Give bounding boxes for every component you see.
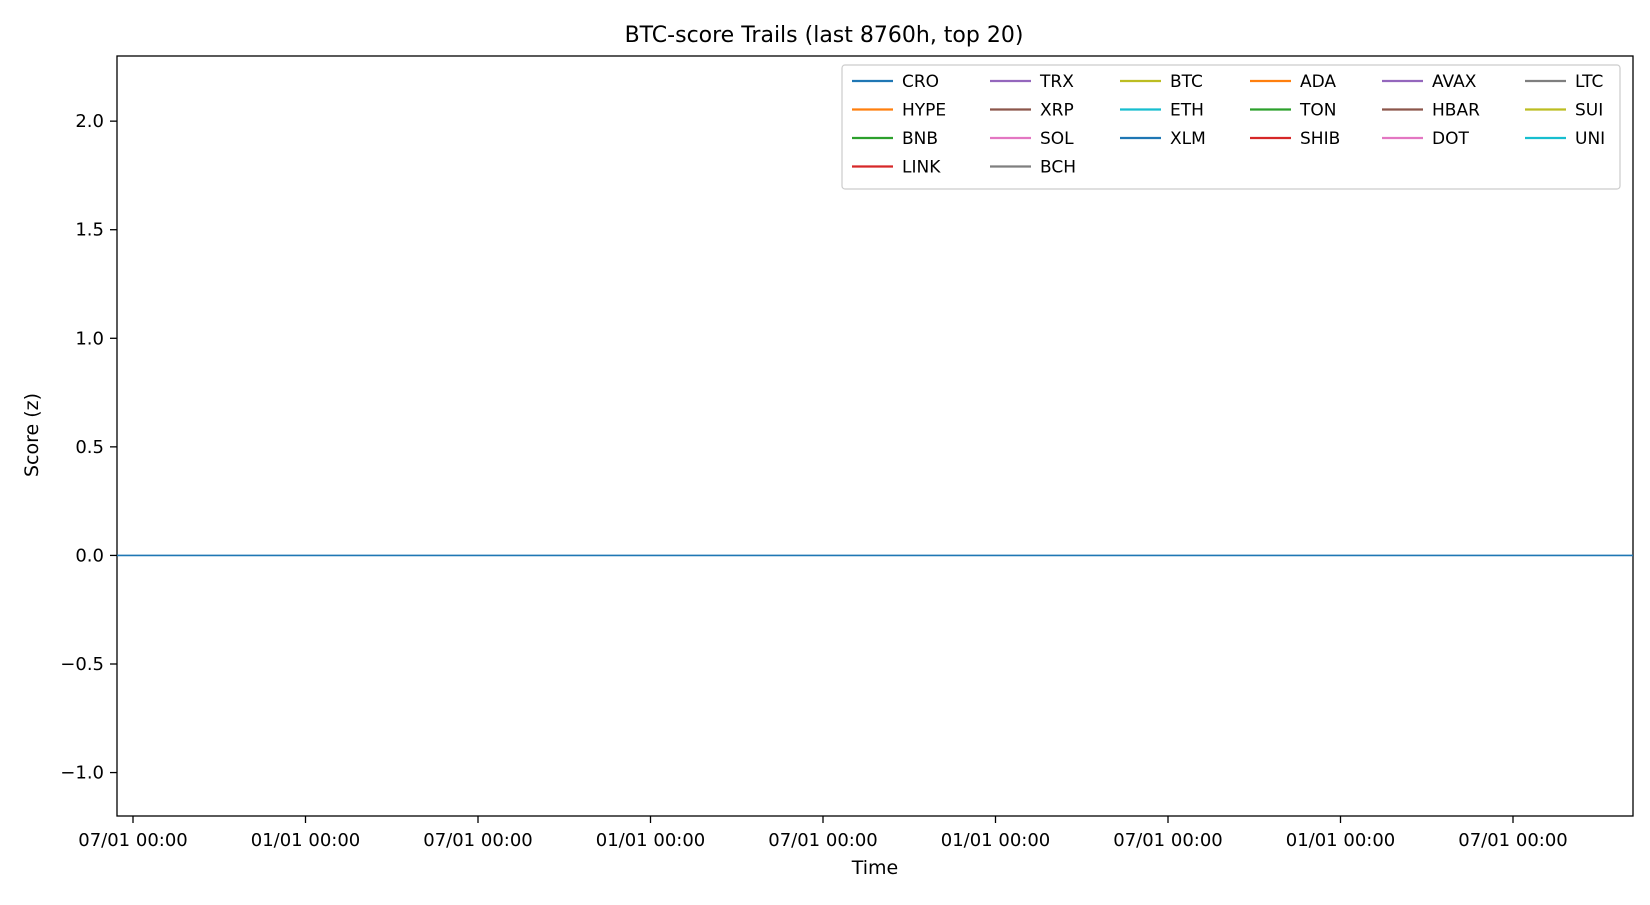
legend-item-bch: BCH: [990, 158, 1076, 178]
legend-label: DOT: [1432, 129, 1469, 149]
x-tick-label: 01/01 00:00: [251, 830, 360, 851]
legend-label: HBAR: [1432, 101, 1480, 121]
plot-area: −1.0 −0.5 0.0 0.5 1.0 1.5 2.0 07/01 00:00 01/01 …: [60, 55, 1634, 851]
legend-item-link: LINK: [852, 158, 941, 178]
legend-label: LINK: [902, 158, 941, 178]
legend-label: CRO: [902, 72, 939, 92]
legend-item-sol: SOL: [990, 129, 1074, 149]
x-tick-label: 07/01 00:00: [1458, 830, 1567, 851]
legend-label: BTC: [1170, 72, 1203, 92]
x-tick-label: 07/01 00:00: [423, 830, 532, 851]
legend-item-avax: AVAX: [1382, 72, 1477, 92]
legend-label: BNB: [902, 129, 938, 149]
legend-item-xrp: XRP: [990, 101, 1074, 121]
legend-item-ltc: LTC: [1525, 72, 1603, 92]
legend-item-cro: CRO: [852, 72, 939, 92]
legend-label: ETH: [1170, 101, 1204, 121]
legend-item-hype: HYPE: [852, 101, 946, 121]
legend-label: HYPE: [902, 101, 946, 121]
legend-item-trx: TRX: [990, 72, 1074, 92]
x-tick-label: 07/01 00:00: [78, 830, 187, 851]
legend-item-shib: SHIB: [1250, 129, 1340, 149]
legend-label: TON: [1299, 101, 1336, 121]
legend-item-ada: ADA: [1250, 72, 1336, 92]
legend-item-btc: BTC: [1120, 72, 1203, 92]
plot-frame: [116, 55, 1634, 817]
x-tick-label: 01/01 00:00: [596, 830, 705, 851]
legend-label: SOL: [1040, 129, 1074, 149]
y-tick-label: 0.5: [75, 437, 104, 458]
legend-item-hbar: HBAR: [1382, 101, 1480, 121]
legend-label: TRX: [1039, 72, 1074, 92]
x-tick-label: 07/01 00:00: [768, 830, 877, 851]
legend-label: ADA: [1300, 72, 1336, 92]
y-tick-label: −0.5: [60, 654, 104, 675]
legend-label: XRP: [1040, 101, 1074, 121]
legend-item-xlm: XLM: [1120, 129, 1206, 149]
legend-label: SUI: [1575, 101, 1603, 121]
y-tick-label: 1.5: [75, 220, 104, 241]
legend-item-uni: UNI: [1525, 129, 1605, 149]
x-tick-label: 01/01 00:00: [1286, 830, 1395, 851]
legend-label: LTC: [1575, 72, 1603, 92]
legend-label: SHIB: [1300, 129, 1340, 149]
x-tick-label: 01/01 00:00: [941, 830, 1050, 851]
x-tick-label: 07/01 00:00: [1113, 830, 1222, 851]
legend-label: XLM: [1170, 129, 1206, 149]
legend-label: BCH: [1040, 158, 1076, 178]
legend: CRO HYPE BNB LINK TRX XRP SOL BCH BTC ETH XLM ADA TO…: [841, 64, 1621, 190]
legend-item-eth: ETH: [1120, 101, 1204, 121]
legend-item-dot: DOT: [1382, 129, 1469, 149]
legend-item-sui: SUI: [1525, 101, 1603, 121]
y-tick-label: 0.0: [75, 545, 104, 566]
legend-label: UNI: [1575, 129, 1605, 149]
y-tick-label: 1.0: [75, 328, 104, 349]
legend-item-ton: TON: [1250, 101, 1336, 121]
legend-item-bnb: BNB: [852, 129, 938, 149]
legend-box: [841, 64, 1621, 190]
y-tick-label: 2.0: [75, 111, 104, 132]
legend-label: AVAX: [1432, 72, 1477, 92]
x-axis-label: Time: [851, 857, 899, 879]
chart-title: BTC-score Trails (last 8760h, top 20): [625, 23, 1024, 48]
y-tick-label: −1.0: [60, 763, 104, 784]
y-axis-label: Score (z): [21, 393, 43, 477]
